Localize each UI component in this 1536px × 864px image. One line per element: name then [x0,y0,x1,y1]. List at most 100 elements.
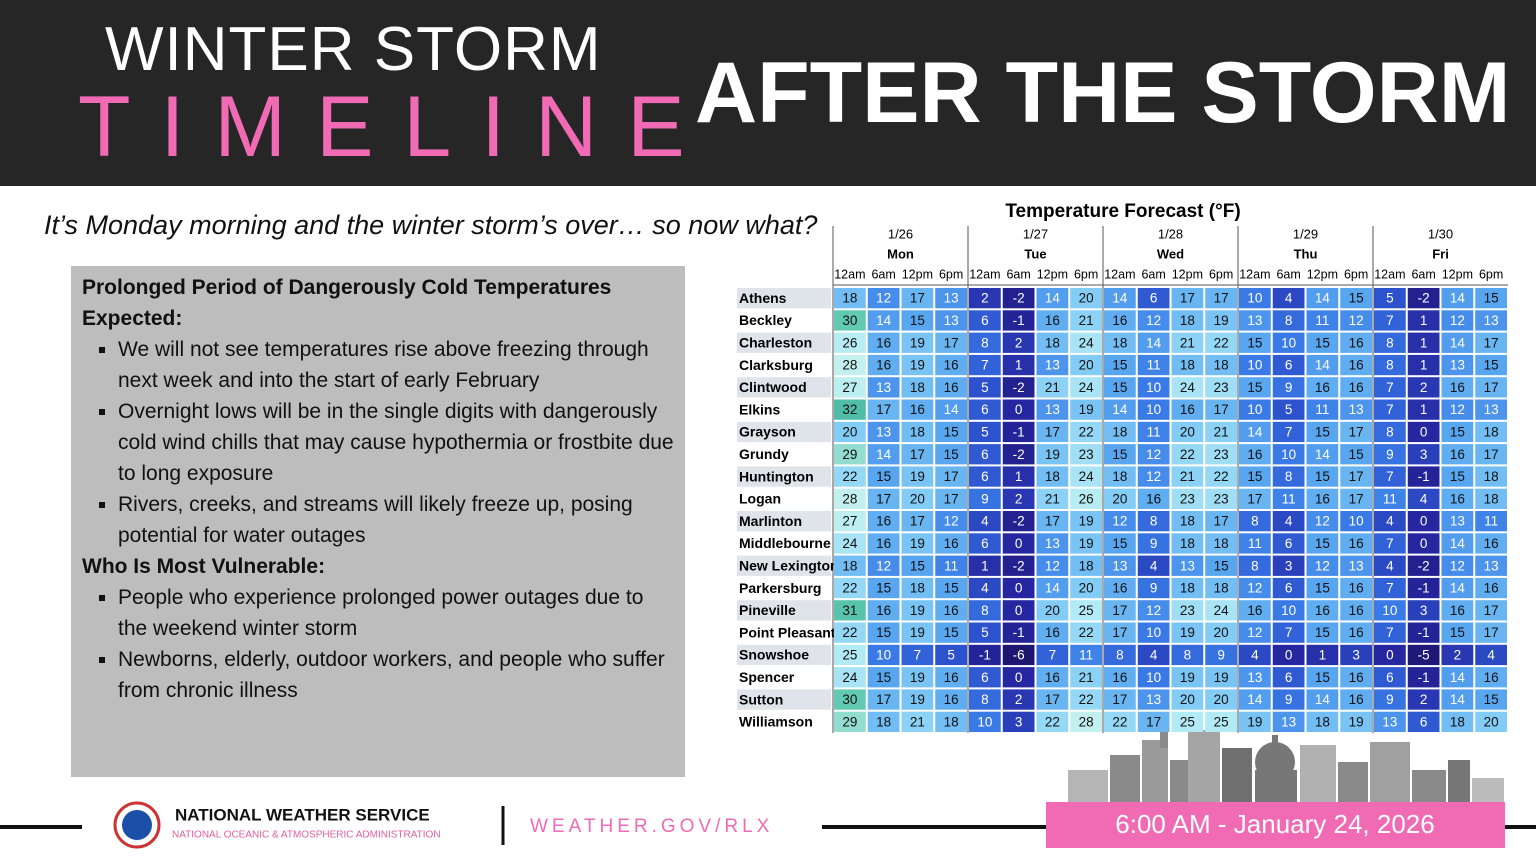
temp-cell [1104,533,1136,554]
temp-value: 12 [876,558,891,573]
temp-cell [1239,622,1271,643]
temp-value: 24 [1079,380,1095,395]
temp-value: 13 [1247,670,1262,685]
temp-value: 15 [910,313,925,328]
temp-value: 19 [1079,536,1094,551]
temp-cell [1104,555,1136,576]
temp-value: 20 [1112,491,1127,506]
temp-cell [1205,288,1237,309]
temp-cell [1239,577,1271,599]
temp-cell [901,622,934,643]
temp-value: 14 [1247,692,1263,707]
temp-cell [1475,711,1507,732]
temp-value: 18 [1180,581,1195,596]
bullet: Rivers, creeks, and streams will likely … [118,489,674,551]
temp-value: 15 [1214,558,1229,573]
temp-cell [1272,377,1305,398]
temp-cell [834,622,866,643]
temp-cell [1475,533,1507,554]
temp-value: 16 [1112,670,1127,685]
temp-cell [901,354,934,376]
temp-value: 16 [876,514,891,529]
temp-cell [901,444,934,465]
temp-value: 25 [842,648,857,663]
temp-value: 22 [1079,625,1094,640]
day-name: Fri [1432,246,1449,261]
temp-cell [1441,511,1474,532]
temp-cell [1137,488,1170,509]
temp-cell [867,310,900,331]
temp-value: 7 [1386,625,1394,640]
row-name: Huntington [739,468,814,484]
row-name: Grayson [739,424,796,440]
temp-cell [867,511,900,532]
temp-cell [1272,444,1305,465]
temp-cell [1340,399,1372,420]
temp-value: 13 [1281,714,1296,729]
temp-value: 12 [944,514,959,529]
temp-cell [1171,466,1204,487]
temp-value: -6 [1013,648,1025,663]
temp-cell [1374,488,1406,509]
temp-value: 13 [1484,313,1499,328]
temp-cell [1272,488,1305,509]
temp-cell [1104,667,1136,688]
temp-cell [867,399,900,420]
temp-value: -1 [979,648,991,663]
temp-cell [1340,466,1372,487]
temp-cell [1407,377,1440,398]
temp-value: 15 [1315,536,1330,551]
temp-cell [1340,533,1372,554]
temp-cell [1205,488,1237,509]
temp-value: 23 [1214,380,1229,395]
temp-value: 16 [876,536,891,551]
temp-value: 10 [1146,380,1161,395]
temp-value: -1 [1418,469,1430,484]
temp-cell [1374,533,1406,554]
temp-cell [1374,377,1406,398]
temp-value: 12 [1450,558,1465,573]
temp-cell [1002,444,1035,465]
temp-cell [969,288,1001,309]
temp-value: 13 [1146,692,1161,707]
temp-cell [901,488,934,509]
temp-value: 8 [1251,514,1259,529]
temp-cell [834,511,866,532]
row-name: Point Pleasant [739,624,836,640]
temp-cell [1407,332,1440,353]
temp-cell [969,332,1001,353]
temp-cell [1374,600,1406,621]
temp-value: 17 [876,402,891,417]
temp-value: 15 [876,625,891,640]
section-heading: Who Is Most Vulnerable: [82,555,326,578]
temp-value: 15 [1315,625,1330,640]
temp-value: 3 [1015,714,1023,729]
temp-cell [1137,310,1170,331]
temp-cell [1306,421,1339,443]
temp-cell [935,466,967,487]
temp-cell [1306,667,1339,688]
temp-cell [1171,444,1204,465]
temp-cell [969,577,1001,599]
temp-value: 16 [944,358,959,373]
temp-cell [1407,399,1440,420]
temp-value: 21 [1180,335,1195,350]
temp-cell [901,644,934,666]
row-name: Grundy [739,446,789,462]
temp-value: 13 [1349,558,1364,573]
section-heading: Prolonged Period of Dangerously Cold Tem… [82,276,612,330]
temp-cell [1340,644,1372,666]
temp-value: 14 [1450,581,1466,596]
temp-value: 14 [1315,358,1331,373]
temp-cell [1036,444,1069,465]
time-label: 12am [834,267,865,281]
temp-cell [1171,667,1204,688]
temp-cell [834,667,866,688]
temp-value: 15 [876,469,891,484]
temp-value: 24 [1079,335,1095,350]
temp-cell [1239,377,1271,398]
temp-value: 15 [944,447,959,462]
temp-value: 11 [1315,402,1329,417]
temp-cell [1239,332,1271,353]
temp-value: 14 [1450,692,1466,707]
